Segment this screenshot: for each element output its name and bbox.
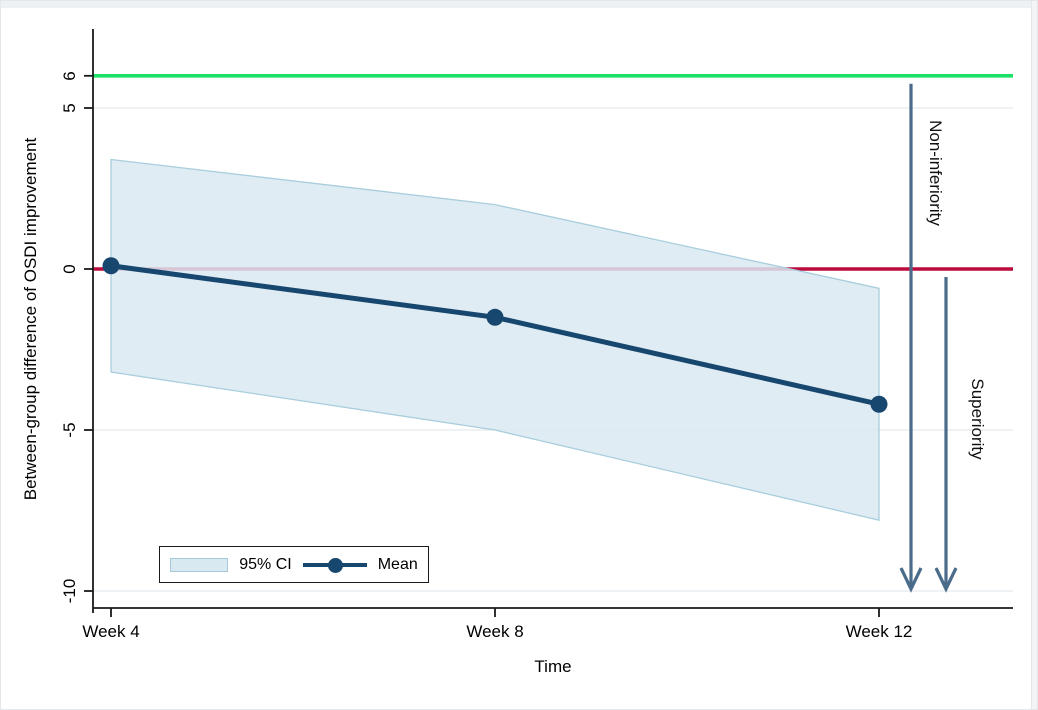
ci-legend-label: 95% CI [239, 555, 292, 573]
x-tick-label: Week 4 [82, 622, 140, 641]
x-tick-label: Week 12 [845, 622, 913, 641]
y-tick-label: 6 [60, 71, 79, 81]
x-axis-title: Time [534, 657, 572, 676]
y-axis-title: Between-group difference of OSDI improve… [21, 137, 40, 501]
y-tick-label: 0 [60, 264, 79, 274]
legend: 95% CI Mean [159, 546, 429, 583]
ci-band-swatch [170, 557, 229, 572]
window-edge-strip-right [1031, 1, 1037, 709]
mean-line-symbol [302, 557, 367, 573]
mean-marker [102, 257, 120, 275]
mean-legend-label: Mean [377, 555, 418, 573]
y-tick-label: 5 [60, 103, 79, 113]
mean-marker [486, 308, 504, 326]
y-tick-label: -10 [60, 578, 79, 604]
non-inferiority-annotation: Non-inferiority [926, 120, 945, 226]
annotation-arrow-head [899, 567, 923, 593]
superiority-annotation: Superiority [968, 378, 987, 460]
window-edge-strip [1, 1, 1037, 8]
mean-marker [870, 395, 888, 413]
x-tick-label: Week 8 [466, 622, 524, 641]
mean-dot-glyph [327, 557, 343, 573]
ci-band [110, 158, 880, 521]
y-tick-label: -5 [60, 422, 79, 438]
annotation-arrow-head [934, 567, 958, 593]
